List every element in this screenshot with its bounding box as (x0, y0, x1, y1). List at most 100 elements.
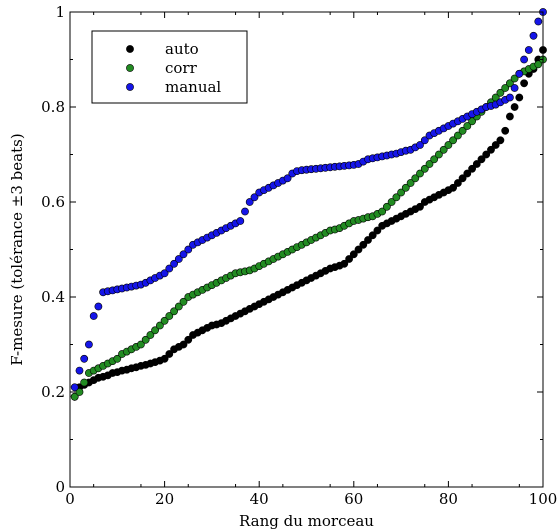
point-manual-24 (179, 250, 188, 259)
point-manual-2 (75, 366, 84, 375)
point-manual-23 (174, 255, 183, 263)
point-auto-88 (482, 150, 491, 159)
point-manual-38 (245, 198, 254, 206)
point-auto-62 (359, 240, 368, 249)
x-tick-label-60: 60 (344, 490, 363, 508)
point-auto-90 (491, 141, 500, 149)
point-corr-17 (146, 331, 155, 339)
point-manual-99 (534, 17, 543, 26)
point-corr-69 (392, 193, 401, 202)
point-corr-1 (70, 392, 79, 401)
data-points (70, 8, 547, 401)
y-tick-label-0: 0 (55, 478, 65, 496)
x-axis-title: Rang du morceau (239, 512, 374, 530)
point-auto-21 (165, 350, 174, 358)
x-tick-label-40: 40 (250, 490, 269, 508)
x-tick-label-0: 0 (65, 490, 75, 508)
point-auto-24 (179, 340, 188, 349)
point-corr-23 (174, 302, 183, 311)
point-auto-92 (501, 126, 510, 135)
point-corr-71 (401, 183, 410, 192)
point-corr-93 (505, 79, 514, 88)
point-corr-80 (444, 141, 453, 149)
point-corr-99 (534, 60, 543, 69)
point-manual-36 (236, 217, 245, 225)
point-corr-19 (155, 321, 164, 330)
point-corr-68 (387, 198, 396, 206)
point-manual-21 (165, 264, 174, 273)
point-auto-86 (472, 160, 481, 168)
point-corr-78 (434, 150, 443, 159)
point-corr-24 (179, 297, 188, 306)
point-corr-91 (496, 88, 505, 97)
point-corr-79 (439, 145, 448, 154)
point-corr-72 (406, 179, 415, 187)
y-tick-label-0.4: 0.4 (41, 288, 65, 306)
legend-label-corr: corr (165, 59, 198, 77)
point-manual-98 (529, 31, 538, 40)
point-manual-22 (170, 259, 178, 268)
point-corr-3 (80, 378, 89, 387)
y-tick-label-1: 1 (55, 3, 65, 21)
point-manual-1 (70, 383, 79, 392)
point-corr-21 (165, 312, 174, 320)
point-corr-18 (151, 326, 159, 335)
point-corr-67 (382, 202, 391, 211)
point-auto-25 (184, 335, 193, 344)
point-corr-70 (397, 188, 405, 197)
point-auto-74 (416, 202, 424, 211)
x-tick-label-100: 100 (529, 490, 557, 508)
point-auto-94 (510, 103, 519, 111)
legend-marker-manual (126, 83, 134, 91)
point-corr-20 (160, 316, 169, 325)
point-corr-92 (501, 84, 510, 92)
legend-marker-auto (126, 45, 134, 53)
point-manual-96 (520, 55, 528, 64)
point-auto-96 (520, 79, 528, 88)
point-auto-58 (340, 259, 349, 268)
point-auto-85 (468, 164, 476, 173)
point-auto-87 (477, 155, 486, 164)
point-auto-20 (160, 354, 169, 363)
legend-label-auto: auto (165, 40, 199, 58)
point-manual-93 (505, 93, 514, 102)
point-manual-94 (510, 84, 519, 92)
point-auto-83 (458, 174, 467, 183)
point-corr-83 (458, 126, 467, 135)
point-corr-84 (463, 122, 472, 130)
point-corr-10 (113, 354, 122, 363)
point-manual-39 (250, 193, 259, 202)
point-manual-37 (241, 207, 249, 216)
point-manual-74 (416, 141, 424, 149)
point-auto-59 (345, 255, 353, 263)
point-auto-84 (463, 169, 472, 178)
x-tick-label-80: 80 (439, 490, 458, 508)
point-corr-73 (411, 174, 420, 183)
y-tick-label-0.6: 0.6 (41, 193, 65, 211)
point-corr-22 (170, 307, 178, 316)
y-tick-label-0.8: 0.8 (41, 98, 65, 116)
legend-marker-corr (126, 64, 134, 72)
point-auto-95 (515, 93, 524, 102)
y-axis-title: F-mesure (tolérance ±3 beats) (8, 133, 26, 365)
point-auto-89 (487, 145, 495, 154)
point-auto-61 (354, 245, 363, 254)
point-manual-75 (420, 136, 429, 145)
point-auto-63 (364, 236, 372, 244)
point-auto-64 (368, 231, 377, 240)
point-corr-76 (425, 160, 434, 168)
point-manual-95 (515, 69, 524, 78)
point-corr-66 (378, 207, 387, 216)
x-tick-label-20: 20 (155, 490, 174, 508)
point-corr-81 (449, 136, 457, 145)
point-manual-25 (184, 245, 193, 254)
legend-box (91, 30, 248, 104)
point-manual-3 (80, 354, 89, 363)
point-corr-15 (136, 340, 145, 349)
point-corr-94 (510, 74, 519, 83)
point-auto-65 (373, 226, 382, 235)
point-corr-75 (420, 164, 429, 173)
point-manual-4 (85, 340, 93, 349)
legend: auto corr manual (91, 30, 248, 104)
